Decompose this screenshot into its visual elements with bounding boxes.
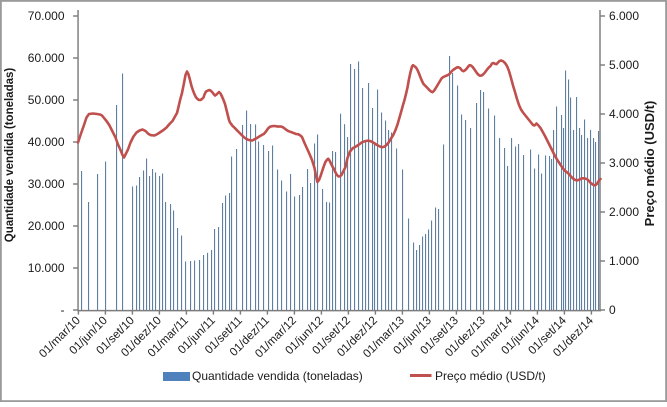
svg-text:30.000: 30.000 bbox=[28, 177, 65, 191]
svg-text:1.000: 1.000 bbox=[609, 254, 639, 268]
svg-text:3.000: 3.000 bbox=[609, 156, 639, 170]
svg-text:60.000: 60.000 bbox=[28, 51, 65, 65]
svg-text:Quantidade vendida (toneladas): Quantidade vendida (toneladas) bbox=[4, 68, 16, 243]
svg-text:50.000: 50.000 bbox=[28, 93, 65, 107]
svg-text:4.000: 4.000 bbox=[609, 107, 639, 121]
svg-text:40.000: 40.000 bbox=[28, 135, 65, 149]
svg-text:70.000: 70.000 bbox=[28, 9, 65, 23]
svg-text:0: 0 bbox=[609, 303, 616, 317]
svg-text:Quantidade vendida (toneladas): Quantidade vendida (toneladas) bbox=[192, 369, 363, 383]
svg-text:5.000: 5.000 bbox=[609, 58, 639, 72]
svg-text:20.000: 20.000 bbox=[28, 219, 65, 233]
svg-text:6.000: 6.000 bbox=[609, 9, 639, 23]
svg-text:2.000: 2.000 bbox=[609, 205, 639, 219]
svg-text:-: - bbox=[61, 303, 65, 317]
svg-text:10.000: 10.000 bbox=[28, 261, 65, 275]
svg-text:Preço médio (USD/t): Preço médio (USD/t) bbox=[435, 369, 546, 383]
svg-text:Preço médio (USD/t): Preço médio (USD/t) bbox=[642, 101, 657, 227]
